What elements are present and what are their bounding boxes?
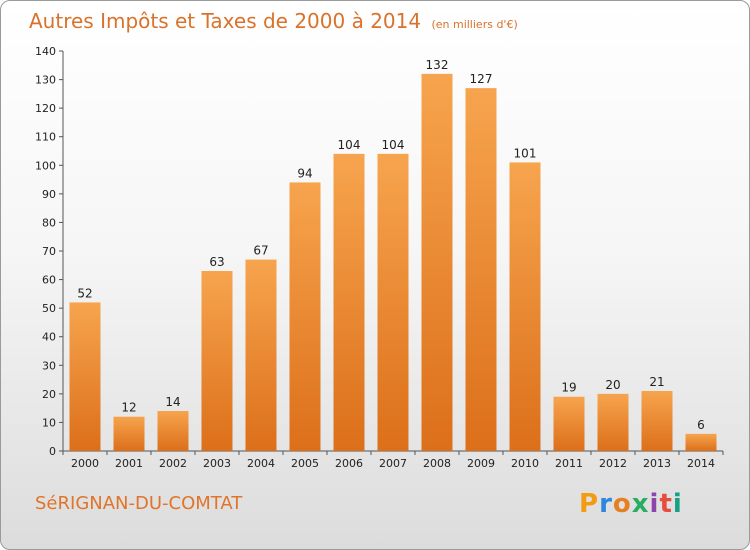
data-label-2004: 67 xyxy=(253,244,268,258)
x-tick-label: 2005 xyxy=(291,457,319,470)
bar-2008 xyxy=(421,73,453,451)
bar-2007 xyxy=(377,153,409,451)
logo-letter: r xyxy=(599,489,613,519)
y-tick-label: 120 xyxy=(35,102,56,115)
title-text: Autres Impôts et Taxes de 2000 à 2014 xyxy=(29,9,422,33)
logo-letter: o xyxy=(612,489,632,519)
data-label-2009: 127 xyxy=(470,72,493,86)
y-tick-label: 0 xyxy=(49,445,56,458)
x-tick-label: 2008 xyxy=(423,457,451,470)
logo-letter: P xyxy=(579,489,600,519)
y-tick-label: 130 xyxy=(35,74,56,87)
x-tick-label: 2007 xyxy=(379,457,407,470)
chart-title: Autres Impôts et Taxes de 2000 à 2014 (e… xyxy=(29,9,518,33)
data-label-2000: 52 xyxy=(77,286,92,300)
y-tick-label: 50 xyxy=(42,302,56,315)
bar-2001 xyxy=(113,416,145,451)
data-label-2011: 19 xyxy=(561,381,576,395)
y-tick-label: 100 xyxy=(35,159,56,172)
bar-2009 xyxy=(465,88,497,452)
data-label-2002: 14 xyxy=(165,395,180,409)
data-label-2012: 20 xyxy=(605,378,620,392)
x-tick-label: 2000 xyxy=(71,457,99,470)
logo-letter: i xyxy=(649,489,660,519)
data-label-2014: 6 xyxy=(697,418,705,432)
y-tick-label: 40 xyxy=(42,331,56,344)
bar-2013 xyxy=(641,391,673,451)
logo-letter: i xyxy=(672,489,683,519)
data-label-2006: 104 xyxy=(338,138,361,152)
x-tick-label: 2011 xyxy=(555,457,583,470)
logo-letter: t xyxy=(659,489,673,519)
bar-2004 xyxy=(245,259,277,451)
x-tick-label: 2006 xyxy=(335,457,363,470)
y-tick-label: 80 xyxy=(42,216,56,229)
bar-2002 xyxy=(157,411,189,451)
y-tick-label: 90 xyxy=(42,188,56,201)
y-tick-label: 20 xyxy=(42,388,56,401)
bar-2012 xyxy=(597,393,629,451)
y-tick-label: 60 xyxy=(42,274,56,287)
bars xyxy=(69,73,717,452)
data-label-2005: 94 xyxy=(297,166,312,180)
bar-2006 xyxy=(333,153,365,451)
y-tick-label: 10 xyxy=(42,416,56,429)
x-tick-label: 2009 xyxy=(467,457,495,470)
x-tick-label: 2003 xyxy=(203,457,231,470)
y-tick-label: 30 xyxy=(42,359,56,372)
x-tick-label: 2014 xyxy=(687,457,715,470)
y-tick-label: 70 xyxy=(42,245,56,258)
data-label-2003: 63 xyxy=(209,255,224,269)
axes: 0 10 20 30 40 50 60 70 80 90 100 110 120 130 140 2000 20… xyxy=(35,45,724,470)
x-tick-label: 2002 xyxy=(159,457,187,470)
bar-2003 xyxy=(201,271,233,451)
data-label-2008: 132 xyxy=(426,58,449,72)
y-tick-label: 110 xyxy=(35,131,56,144)
proxiti-logo: Proxiti xyxy=(579,489,683,519)
x-tick-label: 2013 xyxy=(643,457,671,470)
x-tick-label: 2012 xyxy=(599,457,627,470)
x-tick-label: 2001 xyxy=(115,457,143,470)
x-tick-label: 2010 xyxy=(511,457,539,470)
bar-2005 xyxy=(289,182,321,451)
bar-2014 xyxy=(685,433,717,451)
data-label-2007: 104 xyxy=(382,138,405,152)
y-tick-label: 140 xyxy=(35,45,56,58)
data-labels: 52 12 14 63 67 94 104 104 132 127 101 19 20 21 6 xyxy=(77,58,704,432)
bar-2010 xyxy=(509,162,541,451)
bar-2000 xyxy=(69,302,101,451)
data-label-2010: 101 xyxy=(514,146,537,160)
data-label-2013: 21 xyxy=(649,375,664,389)
x-tick-label: 2004 xyxy=(247,457,275,470)
bar-2011 xyxy=(553,396,585,451)
data-label-2001: 12 xyxy=(121,401,136,415)
title-unit: (en milliers d'€) xyxy=(431,18,518,31)
commune-name: SéRIGNAN-DU-COMTAT xyxy=(35,493,243,514)
logo-letter: x xyxy=(631,489,650,519)
